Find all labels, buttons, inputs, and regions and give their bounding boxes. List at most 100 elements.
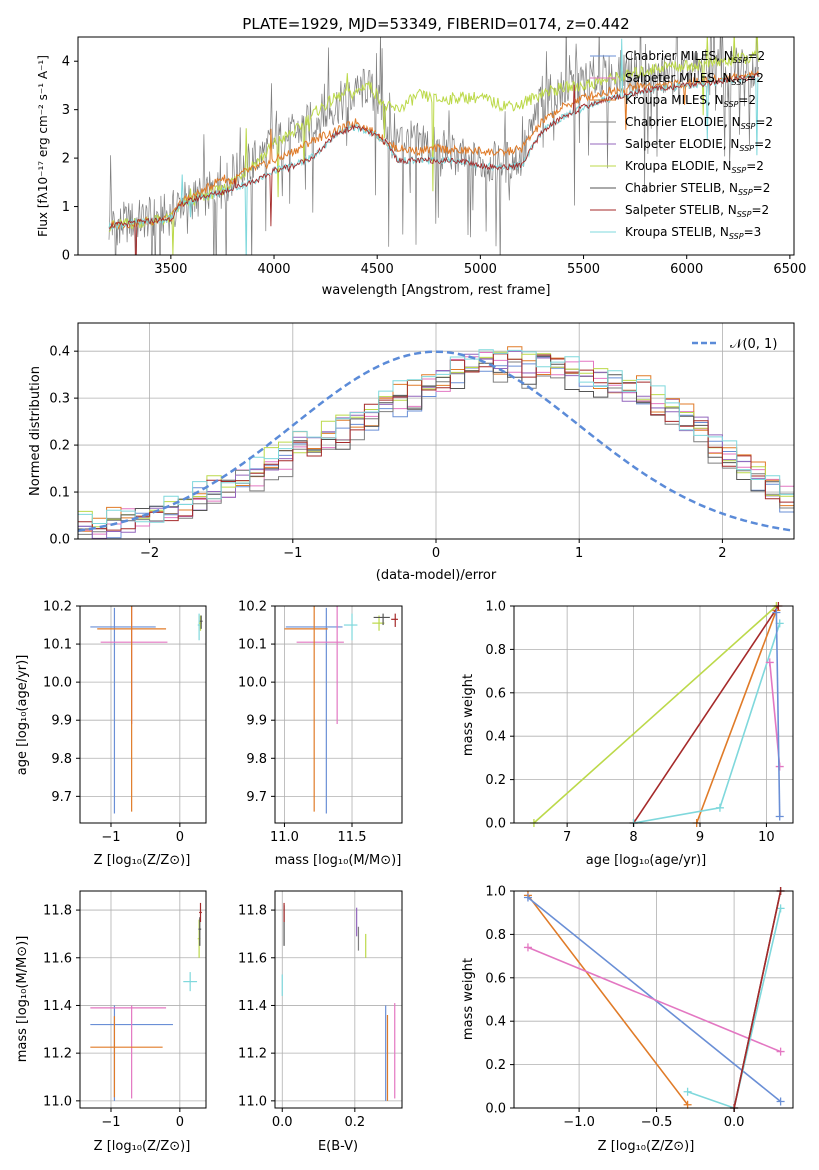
spectrum-x-tick-label: 4500 bbox=[361, 262, 394, 277]
weight-age-axes-frame bbox=[513, 605, 794, 824]
spectrum-x-tick-label: 4000 bbox=[257, 262, 290, 277]
spectrum-legend-label: Chabrier ELODIE, NSSP=2 bbox=[625, 115, 773, 131]
mass-z-y-tick-label: 11.6 bbox=[43, 951, 72, 966]
histogram-y-tick-label: 0.0 bbox=[49, 533, 70, 548]
histogram-x-tick-label: −1 bbox=[283, 546, 302, 561]
spectrum-legend: Chabrier MILES, NSSP=2 Salpeter MILES, NS… bbox=[590, 49, 773, 241]
age-z-x-label: Z [log₁₀(Z/Z⊙)] bbox=[94, 853, 191, 868]
weight-age-series-line bbox=[775, 612, 781, 817]
elodie-model-line bbox=[108, 37, 760, 255]
weight-z-plus-marker bbox=[683, 1100, 692, 1109]
mass-ebv-y-tick-label: 11.0 bbox=[238, 1094, 267, 1109]
weight-age-x-tick-label: 10 bbox=[758, 830, 775, 845]
age-vs-metallicity-panel: age [log₁₀(age/yr)] Z [log₁₀(Z/Z⊙)] −1 0 9… bbox=[15, 600, 207, 868]
mass-z-y-tick-label: 11.2 bbox=[43, 1047, 72, 1062]
spectrum-x-ticks: 3500 4000 4500 5000 5500 6000 6500 bbox=[154, 255, 806, 277]
age-z-y-tick-label: 10.1 bbox=[43, 638, 72, 653]
histogram-y-tick-label: 0.3 bbox=[49, 392, 70, 407]
mass-ebv-x-tick-label: 0.0 bbox=[272, 1115, 293, 1130]
weight-age-series-line bbox=[533, 605, 777, 824]
miles-model-line bbox=[108, 69, 760, 231]
mass-z-x-tick-label: −1 bbox=[101, 1115, 120, 1130]
spectrum-legend-label: Kroupa STELIB, NSSP=3 bbox=[625, 225, 761, 241]
histogram-series-step bbox=[78, 353, 794, 531]
histogram-x-tick-label: −2 bbox=[140, 546, 159, 561]
spectrum-x-tick-label: 3500 bbox=[154, 262, 187, 277]
weight-age-y-tick-label: 0.6 bbox=[485, 686, 506, 701]
weight-z-plus-marker bbox=[523, 893, 532, 902]
spectrum-y-tick-label: 1 bbox=[62, 200, 70, 215]
weight-age-x-label: age [log₁₀(age/yr)] bbox=[586, 853, 707, 868]
weight-age-x-tick-label: 7 bbox=[563, 830, 571, 845]
histogram-series-step bbox=[78, 355, 794, 530]
stelib-salpeter-model-line bbox=[108, 72, 760, 255]
spectrum-y-label: Flux [fλ10⁻¹⁷ erg cm⁻² s⁻¹ A⁻¹] bbox=[36, 55, 50, 237]
histogram-steps bbox=[77, 346, 795, 540]
histogram-legend: 𝒩(0, 1) bbox=[692, 337, 777, 352]
weight-age-y-tick-label: 0.0 bbox=[485, 817, 506, 832]
mass-z-axes-frame bbox=[79, 890, 207, 1109]
weight-z-plus-marker bbox=[776, 904, 785, 913]
spectrum-y-ticks: 0 1 2 3 4 bbox=[62, 55, 78, 264]
spectrum-y-tick-label: 0 bbox=[62, 249, 70, 264]
age-mass-y-tick-label: 9.7 bbox=[246, 790, 267, 805]
weight-z-y-tick-label: 0.4 bbox=[485, 1015, 506, 1030]
histogram-y-ticks: 0.0 0.1 0.2 0.3 0.4 bbox=[49, 345, 78, 548]
age-z-y-tick-label: 9.8 bbox=[51, 752, 72, 767]
histogram-x-tick-label: 0 bbox=[432, 546, 440, 561]
mass-ebv-x-label: E(B-V) bbox=[318, 1139, 358, 1154]
spectrum-curves bbox=[108, 37, 760, 255]
mass-ebv-axes-frame bbox=[274, 890, 403, 1109]
weight-z-x-tick-label: −1.0 bbox=[563, 1115, 595, 1130]
histogram-x-tick-label: 2 bbox=[718, 546, 726, 561]
spectrum-x-label: wavelength [Angstrom, rest frame] bbox=[322, 283, 551, 298]
age-z-y-tick-label: 10.0 bbox=[43, 676, 72, 691]
age-mass-y-tick-label: 9.8 bbox=[246, 752, 267, 767]
weight-z-x-tick-label: 0.0 bbox=[724, 1115, 745, 1130]
weight-z-y-tick-label: 0.8 bbox=[485, 928, 506, 943]
spectrum-y-tick-label: 3 bbox=[62, 103, 70, 118]
histogram-y-tick-label: 0.2 bbox=[49, 439, 70, 454]
spectrum-x-tick-label: 5500 bbox=[567, 262, 600, 277]
weight-z-x-tick-label: −0.5 bbox=[641, 1115, 673, 1130]
spectrum-legend-label: Salpeter STELIB, NSSP=2 bbox=[625, 203, 769, 219]
spectrum-x-tick-label: 5000 bbox=[464, 262, 497, 277]
histogram-y-tick-label: 0.4 bbox=[49, 345, 70, 360]
age-mass-y-tick-label: 10.1 bbox=[238, 638, 267, 653]
age-z-y-tick-label: 10.2 bbox=[43, 600, 72, 615]
residual-histogram-panel: −2 −1 0 1 2 0.0 0.1 0.2 0.3 0.4 (data-model)/err… bbox=[28, 322, 795, 583]
age-z-y-label: age [log₁₀(age/yr)] bbox=[15, 655, 30, 776]
mass-ebv-y-tick-label: 11.8 bbox=[238, 904, 267, 919]
weight-z-plus-marker bbox=[776, 1097, 785, 1106]
histogram-x-ticks: −2 −1 0 1 2 bbox=[140, 539, 727, 561]
weight-vs-metallicity-panel: mass weight Z [log₁₀(Z/Z⊙)] −1.0 −0.5 0.0 0… bbox=[461, 885, 794, 1154]
histogram-y-tick-label: 0.1 bbox=[49, 486, 70, 501]
mass-ebv-y-tick-label: 11.6 bbox=[238, 951, 267, 966]
mass-z-y-label: mass [log₁₀(M/M⊙)] bbox=[15, 936, 30, 1063]
weight-vs-age-panel: mass weight age [log₁₀(age/yr)] 7 8 9 10 0.0… bbox=[461, 600, 794, 868]
weight-z-plus-marker bbox=[523, 943, 532, 952]
weight-age-y-tick-label: 0.8 bbox=[485, 643, 506, 658]
spectrum-panel: PLATE=1929, MJD=53349, FIBERID=0174, z=0… bbox=[36, 15, 806, 298]
mass-vs-ebv-panel: E(B-V) 0.0 0.2 11.0 11.2 11.4 11.6 11.8 bbox=[238, 890, 403, 1154]
spectrum-legend-label: Chabrier MILES, NSSP=2 bbox=[625, 49, 765, 65]
histogram-x-tick-label: 1 bbox=[575, 546, 583, 561]
spectrum-legend-label: Salpeter ELODIE, NSSP=2 bbox=[625, 137, 772, 153]
weight-age-plus-marker bbox=[775, 812, 784, 821]
age-mass-y-tick-label: 9.9 bbox=[246, 714, 267, 729]
age-z-y-tick-label: 9.9 bbox=[51, 714, 72, 729]
weight-age-series-line bbox=[695, 610, 778, 824]
age-mass-x-label: mass [log₁₀(M/M⊙)] bbox=[275, 853, 402, 868]
normal-legend-label: 𝒩(0, 1) bbox=[730, 337, 777, 352]
mass-z-y-tick-label: 11.8 bbox=[43, 904, 72, 919]
mass-ebv-y-tick-label: 11.4 bbox=[238, 999, 267, 1014]
mass-z-x-tick-label: 0 bbox=[176, 1115, 184, 1130]
age-mass-x-tick-label: 11.0 bbox=[270, 830, 299, 845]
spectrum-y-tick-label: 2 bbox=[62, 152, 70, 167]
weight-age-series-line bbox=[632, 605, 780, 824]
weight-z-y-tick-label: 0.6 bbox=[485, 971, 506, 986]
weight-z-y-label: mass weight bbox=[461, 958, 476, 1040]
mass-z-y-tick-label: 11.4 bbox=[43, 999, 72, 1014]
weight-z-plus-marker bbox=[683, 1087, 692, 1096]
mass-z-y-tick-label: 11.0 bbox=[43, 1094, 72, 1109]
